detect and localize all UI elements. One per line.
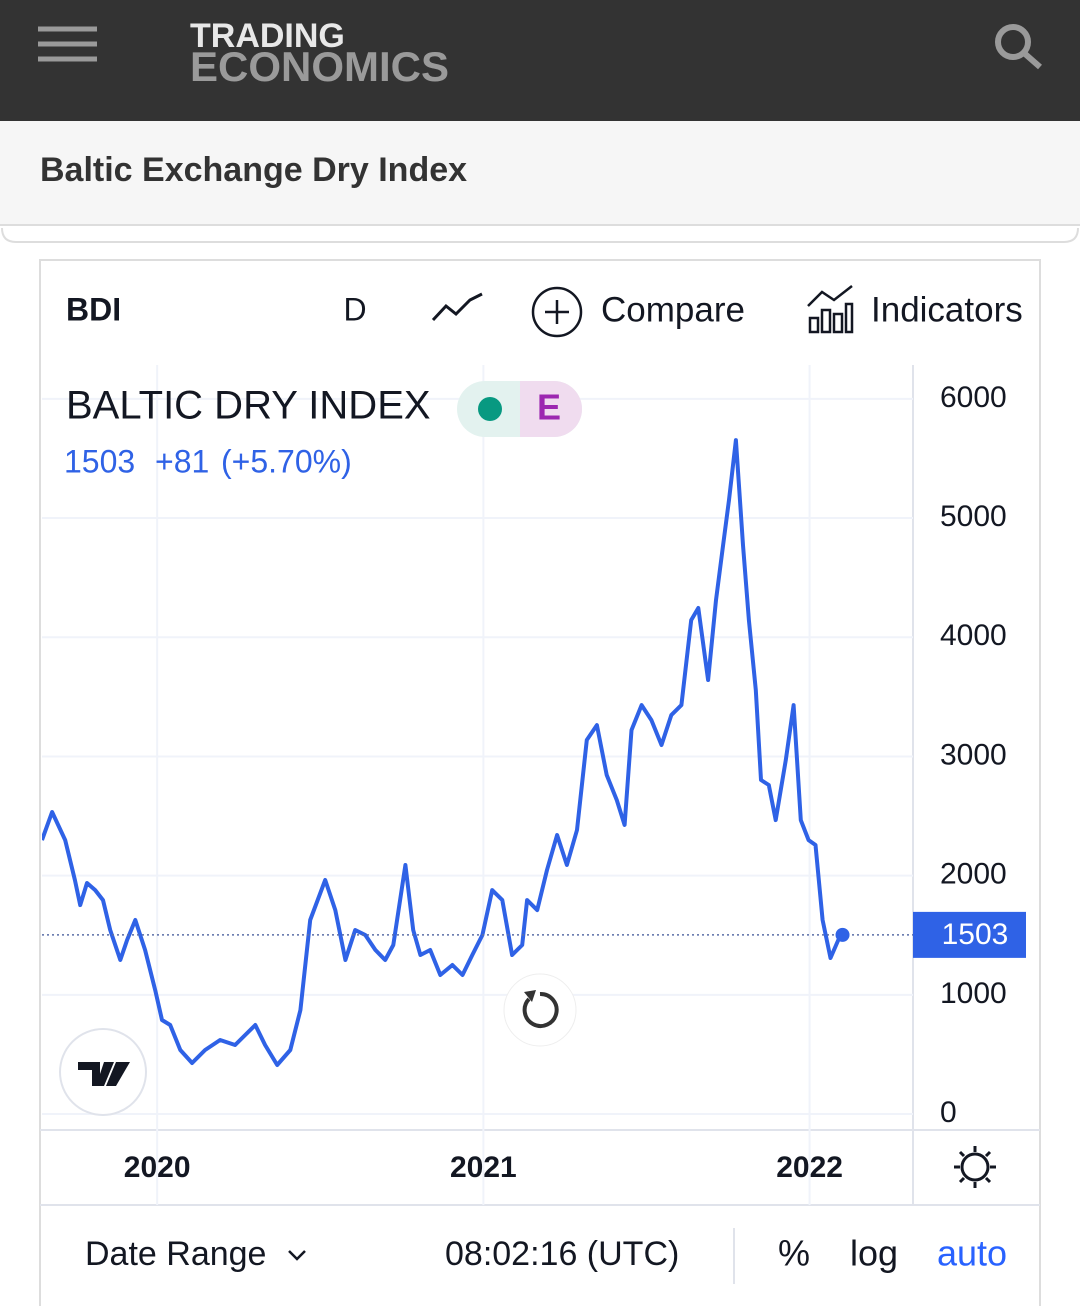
status-dot — [478, 397, 502, 421]
logo-top[interactable]: TRADING — [190, 17, 345, 55]
log-button[interactable]: log — [850, 1233, 898, 1274]
settings-button[interactable] — [954, 1146, 996, 1188]
clock: 08:02:16 (UTC) — [445, 1235, 679, 1273]
x-tick-label: 2022 — [776, 1151, 843, 1184]
interval[interactable]: D — [343, 291, 366, 327]
y-tick-label: 4000 — [940, 619, 1007, 652]
symbol[interactable]: BDI — [66, 291, 121, 327]
date-range-button[interactable]: Date Range — [85, 1235, 266, 1273]
last-price-label: 1503 — [942, 918, 1009, 951]
last-price-box — [913, 911, 1026, 958]
y-tick-label: 2000 — [940, 858, 1007, 891]
chart-title: BALTIC DRY INDEX — [66, 384, 431, 428]
indicators-icon[interactable] — [807, 285, 854, 334]
search-button[interactable] — [995, 24, 1042, 70]
change-percent: (+5.70%) — [221, 443, 352, 479]
x-tick-label: 2021 — [450, 1151, 517, 1184]
logo-bottom[interactable]: ECONOMICS — [190, 43, 449, 90]
y-tick-label: 3000 — [940, 738, 1007, 771]
page-title: Baltic Exchange Dry Index — [40, 151, 467, 189]
y-tick-label: 6000 — [940, 381, 1007, 414]
title-bar — [0, 121, 1080, 225]
menu-button[interactable] — [38, 26, 97, 62]
last-value: 1503 — [64, 443, 135, 479]
reset-button[interactable] — [503, 973, 577, 1047]
y-tick-label: 1000 — [940, 977, 1007, 1010]
top-bar — [0, 0, 1080, 121]
last-point — [835, 927, 850, 942]
chart-style-button[interactable] — [431, 292, 483, 322]
price-line — [42, 438, 845, 1067]
y-tick-label: 0 — [940, 1096, 957, 1129]
y-tick-label: 5000 — [940, 500, 1007, 533]
badge-label: E — [537, 387, 561, 428]
percent-button[interactable]: % — [778, 1233, 810, 1274]
change: +81 — [155, 443, 209, 479]
compare-button[interactable]: Compare — [601, 290, 745, 329]
auto-button[interactable]: auto — [937, 1233, 1007, 1274]
x-tick-label: 2020 — [124, 1151, 191, 1184]
indicators-button[interactable]: Indicators — [871, 290, 1023, 329]
compare-icon[interactable] — [531, 286, 583, 338]
